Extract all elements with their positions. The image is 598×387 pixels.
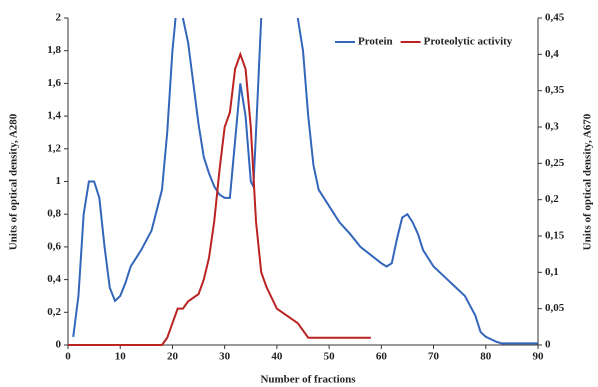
x-tick-label: 40 — [271, 351, 283, 363]
x-tick-label: 60 — [376, 351, 388, 363]
y2-tick-label: 0,05 — [545, 302, 565, 314]
y-tick-label: 1,2 — [47, 142, 61, 154]
x-axis-title: Number of fractions — [260, 374, 356, 386]
x-tick-label: 10 — [115, 351, 127, 363]
y2-tick-label: 0,35 — [545, 84, 565, 96]
x-tick-label: 20 — [167, 351, 179, 363]
y-tick-label: 0,6 — [47, 240, 61, 252]
x-tick-label: 30 — [219, 351, 231, 363]
y2-axis-title: Units of optical density, A670 — [582, 113, 594, 250]
y2-tick-label: 0,1 — [545, 266, 559, 278]
x-tick-label: 0 — [65, 351, 71, 363]
y-tick-label: 0 — [56, 339, 62, 351]
y-tick-label: 1,4 — [47, 110, 61, 122]
series-line — [72, 17, 538, 345]
y2-tick-label: 0,45 — [545, 12, 565, 24]
y-tick-label: 1 — [56, 175, 62, 187]
y2-tick-label: 0,15 — [545, 230, 565, 242]
y-axis-title: Units of optical density, A280 — [8, 113, 20, 250]
y2-tick-label: 0,3 — [545, 121, 559, 133]
legend-label: Protein — [358, 36, 393, 48]
y-tick-label: 1,8 — [47, 44, 61, 56]
y-tick-label: 2 — [56, 12, 62, 24]
y2-tick-label: 0,2 — [545, 193, 559, 205]
y2-tick-label: 0,4 — [545, 48, 559, 60]
y-tick-label: 0,2 — [47, 306, 61, 318]
y-tick-label: 0,8 — [47, 208, 61, 220]
x-tick-label: 80 — [480, 351, 492, 363]
y2-tick-label: 0,25 — [545, 157, 565, 169]
legend-label: Proteolytic activity — [424, 36, 513, 48]
series-line — [68, 51, 371, 346]
x-tick-label: 70 — [428, 351, 440, 363]
y-tick-label: 1,6 — [47, 77, 61, 89]
y-tick-label: 0,4 — [47, 273, 61, 285]
x-tick-label: 90 — [533, 351, 545, 363]
y2-tick-label: 0 — [545, 339, 551, 351]
x-tick-label: 50 — [324, 351, 336, 363]
